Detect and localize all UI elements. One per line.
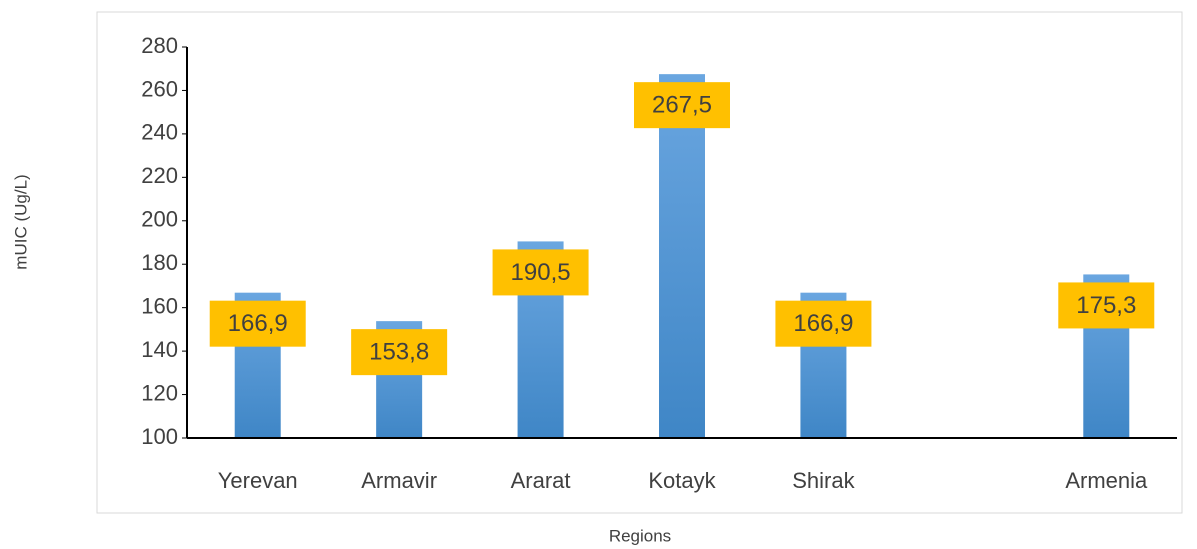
y-tick-label: 260 — [141, 76, 178, 101]
x-tick-label: Kotayk — [648, 468, 716, 493]
data-label-box — [209, 300, 306, 347]
y-tick-label: 180 — [141, 250, 178, 275]
y-tick-label: 200 — [141, 207, 178, 232]
x-tick-label: Armenia — [1065, 468, 1148, 493]
data-label-box — [492, 249, 589, 296]
data-label-box — [634, 82, 730, 129]
y-tick-label: 220 — [141, 163, 178, 188]
data-label: 153,8 — [369, 338, 429, 365]
data-label-box — [351, 329, 448, 376]
x-axis-label: Regions — [609, 526, 671, 545]
y-tick-label: 240 — [141, 120, 178, 145]
x-tick-label: Armavir — [361, 468, 437, 493]
y-tick-label: 280 — [141, 33, 178, 58]
data-label-box — [1058, 282, 1155, 329]
y-axis-label: mUIC (Ug/L) — [11, 174, 30, 269]
data-label: 267,5 — [652, 91, 712, 118]
data-label: 166,9 — [228, 310, 288, 337]
bar — [659, 74, 705, 439]
x-tick-label: Shirak — [792, 468, 855, 493]
data-label-box — [775, 300, 872, 347]
y-tick-label: 120 — [141, 380, 178, 405]
y-tick-label: 140 — [141, 337, 178, 362]
data-label: 175,3 — [1076, 292, 1136, 319]
y-tick-label: 100 — [141, 424, 178, 449]
data-label: 190,5 — [511, 259, 571, 286]
data-label: 166,9 — [793, 310, 853, 337]
y-tick-label: 160 — [141, 293, 178, 318]
x-tick-label: Ararat — [511, 468, 571, 493]
x-tick-label: Yerevan — [218, 468, 298, 493]
